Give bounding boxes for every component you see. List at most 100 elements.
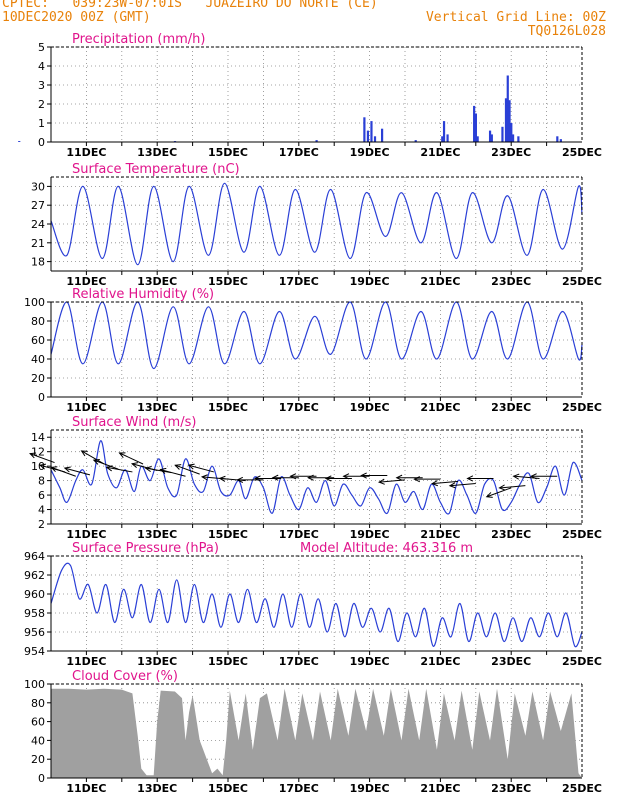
- y-tick-label: 40: [31, 734, 45, 747]
- x-tick-label: 15DEC: [208, 146, 248, 159]
- wind-vector-head: [512, 473, 520, 480]
- x-tick-label: 11DEC: [66, 782, 106, 795]
- wind-vector: [175, 464, 200, 475]
- wind-vector-head: [498, 484, 506, 491]
- wind-vector: [379, 479, 406, 483]
- precip-bar: [373, 136, 377, 142]
- panel-title: Precipitation (mm/h): [72, 32, 205, 47]
- wind-vector: [499, 485, 526, 489]
- wind-vector: [449, 483, 476, 487]
- precip-bar: [506, 75, 509, 142]
- x-tick-label: 23DEC: [491, 782, 531, 795]
- x-tick-label: 21DEC: [420, 655, 460, 668]
- wind-vector-head: [92, 459, 100, 465]
- series-line: [50, 440, 583, 515]
- wind-vector-head: [200, 474, 208, 481]
- panel-annotation: Model Altitude: 463.316 m: [300, 541, 473, 556]
- panel-3: 0 20 40 60 80 100 11DEC 13DEC 15DEC 17DEC 19DEC 21D…: [24, 287, 602, 414]
- y-tick-label: 3: [38, 79, 45, 92]
- header-grid-note: Vertical Grid Line: 00Z: [425, 10, 606, 25]
- y-tick-label: 100: [24, 678, 45, 691]
- x-tick-label: 17DEC: [279, 146, 319, 159]
- wind-vector: [51, 466, 76, 477]
- precip-bar: [510, 123, 513, 142]
- x-tick-label: 11DEC: [66, 146, 106, 159]
- x-tick-label: 17DEC: [279, 401, 319, 414]
- x-tick-label: 25DEC: [562, 655, 602, 668]
- wind-vector: [106, 466, 133, 473]
- y-tick-label: 962: [24, 569, 45, 582]
- wind-vector-head: [218, 475, 226, 482]
- panel-6: 0 20 40 60 80 100 11DEC 13DEC 15DEC 17DEC 19DEC 21D…: [24, 669, 602, 795]
- x-tick-label: 25DEC: [562, 528, 602, 541]
- panel-1: 0 1 2 3 4 5 11DEC 13DEC 15DEC 17DEC 19DEC 21DEC 23DE…: [18, 32, 602, 159]
- wind-vector: [188, 464, 214, 473]
- wind-vector-head: [159, 467, 167, 474]
- x-tick-label: 17DEC: [279, 655, 319, 668]
- precip-bar: [504, 98, 508, 142]
- panel-title: Surface Temperature (nC): [72, 162, 240, 177]
- wind-vector-head: [466, 475, 474, 482]
- precip-bar: [363, 117, 366, 142]
- y-tick-label: 5: [38, 41, 45, 54]
- x-tick-label: 15DEC: [208, 782, 248, 795]
- panel-title: Surface Pressure (hPa): [72, 541, 219, 556]
- x-tick-label: 19DEC: [350, 528, 390, 541]
- wind-vector-head: [105, 465, 113, 472]
- header-model-id: TQ0126L028: [527, 24, 606, 39]
- wind-vector-head: [236, 476, 244, 483]
- x-tick-label: 19DEC: [350, 655, 390, 668]
- x-tick-label: 21DEC: [420, 528, 460, 541]
- y-tick-label: 964: [24, 550, 45, 563]
- y-tick-label: 40: [31, 353, 45, 366]
- wind-vector-head: [187, 463, 195, 470]
- x-tick-label: 13DEC: [137, 528, 177, 541]
- x-tick-label: 15DEC: [208, 401, 248, 414]
- x-tick-label: 21DEC: [420, 275, 460, 288]
- precip-bar: [488, 130, 492, 142]
- wind-vector-head: [377, 478, 385, 485]
- wind-vector: [145, 467, 172, 474]
- x-tick-label: 15DEC: [208, 655, 248, 668]
- x-tick-label: 17DEC: [279, 275, 319, 288]
- x-tick-label: 23DEC: [491, 401, 531, 414]
- x-tick-label: 13DEC: [137, 655, 177, 668]
- x-tick-label: 21DEC: [420, 401, 460, 414]
- precip-bar: [18, 141, 21, 142]
- x-tick-label: 21DEC: [420, 782, 460, 795]
- precip-bar: [501, 126, 504, 142]
- precip-bar: [508, 100, 511, 142]
- y-tick-label: 20: [31, 372, 45, 385]
- y-tick-label: 80: [31, 315, 45, 328]
- x-tick-label: 13DEC: [137, 275, 177, 288]
- y-tick-label: 12: [31, 446, 45, 459]
- wind-vector-head: [174, 464, 182, 470]
- y-tick-label: 18: [31, 256, 45, 269]
- y-tick-label: 21: [31, 237, 45, 250]
- series-line: [50, 562, 583, 648]
- wind-vector-head: [253, 475, 261, 482]
- x-tick-label: 13DEC: [137, 401, 177, 414]
- y-tick-label: 20: [31, 753, 45, 766]
- y-tick-label: 2: [38, 518, 45, 531]
- wind-vector-head: [118, 452, 126, 458]
- wind-vector: [160, 469, 186, 477]
- y-tick-label: 956: [24, 626, 45, 639]
- x-tick-label: 25DEC: [562, 782, 602, 795]
- precip-bar: [556, 136, 559, 142]
- precip-bar: [370, 121, 373, 142]
- x-tick-label: 25DEC: [562, 401, 602, 414]
- y-tick-label: 80: [31, 697, 45, 710]
- y-tick-label: 960: [24, 588, 45, 601]
- wind-vector-head: [29, 452, 37, 459]
- header-station: CPTEC: 039:23W-07:01S JUAZEIRO DO NORTE …: [2, 0, 378, 11]
- precip-bar: [414, 140, 417, 142]
- y-tick-label: 2: [38, 98, 45, 111]
- precip-bar: [446, 134, 449, 142]
- x-tick-label: 23DEC: [491, 275, 531, 288]
- x-tick-label: 11DEC: [66, 655, 106, 668]
- y-tick-label: 0: [38, 136, 45, 149]
- wind-vector: [486, 487, 512, 498]
